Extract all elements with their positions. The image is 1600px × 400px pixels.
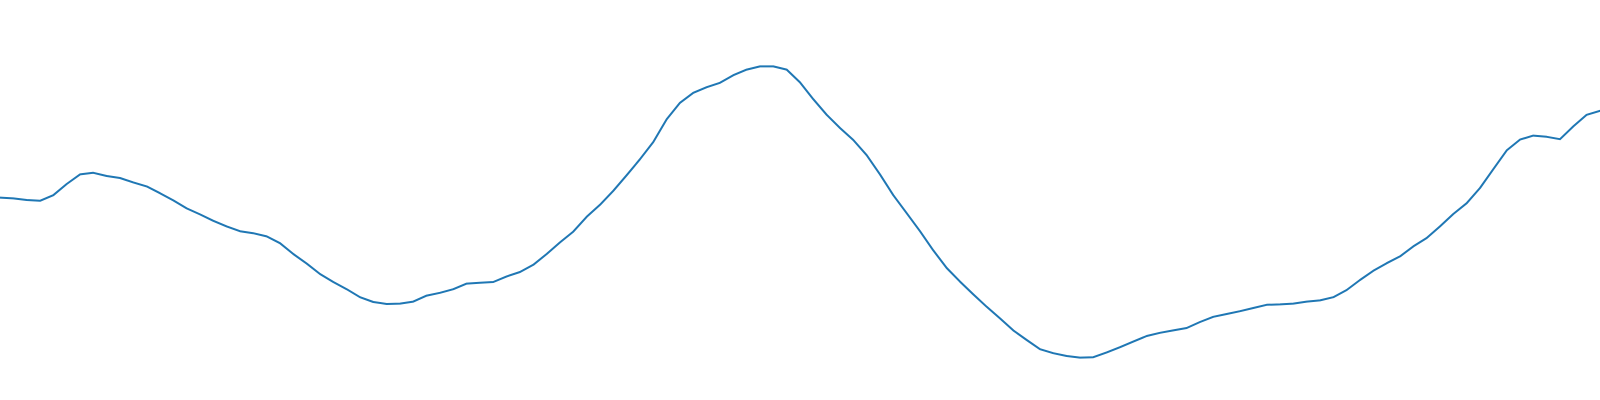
series-group [0,65,1600,359]
series-line-0 [0,65,1600,359]
